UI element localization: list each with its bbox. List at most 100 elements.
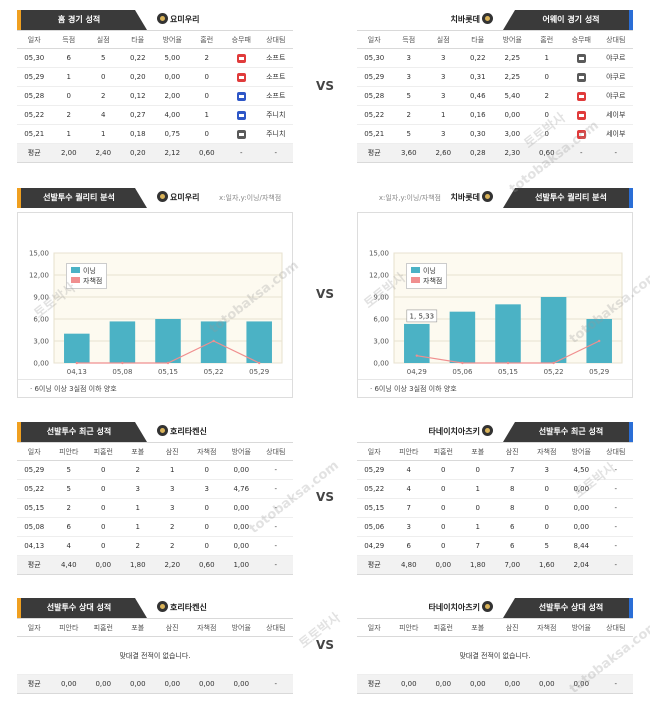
average-cell: 평균 — [357, 143, 392, 163]
away-team-name[interactable]: 치바롯데 — [451, 10, 495, 30]
average-cell: 0,00 — [120, 674, 155, 694]
away-pitcher-vs-name[interactable]: 타네이치아츠키 — [428, 598, 495, 618]
table-cell: 2 — [155, 517, 190, 537]
table-cell: 2 — [51, 105, 86, 125]
table-cell: 0 — [189, 517, 224, 537]
home-quality-title: 선발투수 퀄리티 분석 — [17, 188, 147, 208]
average-cell: 0,00 — [86, 555, 121, 575]
table-cell: 소프트 — [258, 67, 293, 87]
table-row: 05,29 4 0 0 7 3 4,50- — [357, 460, 633, 480]
table-row: 05,22 4 0 1 8 0 0,00- — [357, 479, 633, 499]
average-cell: 0,00 — [51, 674, 86, 694]
home-record-table: 일자 득점 실점 타율 방어율 홈런 승무패 상대팀 05,30 6 5 0,22 5,00 2 소프트 05… — [17, 30, 293, 163]
bar-innings — [449, 311, 476, 363]
average-cell: - — [258, 555, 293, 575]
table-row: 05,22 2 4 0,27 4,00 1 주니치 — [17, 105, 293, 125]
column-header: 포볼 — [120, 442, 155, 461]
away-quality-team[interactable]: 치바롯데 — [451, 188, 495, 208]
legend-innings: 이닝 — [71, 266, 102, 276]
table-cell: 6 — [391, 536, 426, 556]
team-logo-icon — [482, 425, 493, 436]
column-header: 방어율 — [224, 442, 259, 461]
average-cell: - — [224, 143, 259, 163]
table-cell: 3 — [189, 479, 224, 499]
y-tick-label: 3,00 — [373, 338, 389, 346]
table-cell: 1 — [120, 498, 155, 518]
table-cell: 소프트 — [258, 48, 293, 68]
chart-legend: 이닝 자책점 — [406, 263, 448, 289]
home-record-panel: 홈 경기 성적 요미우리 일자 득점 실점 타율 방어율 홈런 승무패 상대팀 05,30 6 5 0… — [17, 10, 293, 163]
column-header: 방어율 — [564, 442, 599, 461]
column-header: 피홈런 — [86, 618, 121, 637]
column-header: 피안타 — [391, 618, 426, 637]
average-cell: 1,60 — [529, 555, 564, 575]
table-cell: 1 — [155, 460, 190, 480]
table-cell: 4,00 — [155, 105, 190, 125]
table-row: 05,22 5 0 3 3 3 4,76- — [17, 479, 293, 499]
away-pitcher-vs-panel: 타네이치아츠키 선발투수 상대 성적 일자 피안타 피홈런 포볼 삼진 자책점 방어율 상대팀… — [357, 598, 633, 694]
average-cell: 0,00 — [426, 555, 461, 575]
home-quality-chart: 0,00 3,00 6,00 9,00 12,00 15,00 04,13 05,08 05,1… — [17, 212, 293, 398]
table-cell: 5 — [86, 48, 121, 68]
table-cell: 3 — [391, 48, 426, 68]
table-cell: 1 — [189, 105, 224, 125]
column-header: 삼진 — [155, 618, 190, 637]
column-header: 방어율 — [495, 30, 530, 49]
axis-note: x:일자,y:이닝/자책점 — [219, 194, 282, 202]
result-cell — [564, 124, 599, 144]
result-blue-icon — [236, 110, 246, 120]
home-pitcher-vs-name[interactable]: 호리타켄신 — [155, 598, 207, 618]
tooltip-text: 1, 5,33 — [410, 312, 435, 320]
point-earned-runs — [415, 354, 418, 357]
average-cell: 0,00 — [460, 674, 495, 694]
average-cell: 평균 — [17, 674, 52, 694]
column-header: 방어율 — [564, 618, 599, 637]
point-earned-runs — [258, 361, 261, 365]
table-cell: 0 — [426, 460, 461, 480]
average-cell: - — [598, 143, 633, 163]
average-cell: 2,04 — [564, 555, 599, 575]
table-cell: 3 — [120, 479, 155, 499]
table-cell: 2,00 — [155, 86, 190, 106]
table-cell: 0,22 — [460, 48, 495, 68]
table-row: 05,22 2 1 0,16 0,00 0 세이부 — [357, 105, 633, 125]
column-header: 상대팀 — [598, 30, 633, 49]
x-tick-label: 05,06 — [452, 368, 473, 376]
table-cell: 0,12 — [120, 86, 155, 106]
x-tick-label: 05,29 — [249, 368, 269, 376]
home-pitcher-name[interactable]: 호리타켄신 — [155, 422, 207, 442]
table-cell: 6 — [51, 517, 86, 537]
table-cell: 0,00 — [224, 498, 259, 518]
home-pitcher-recent-title: 선발투수 최근 성적 — [17, 422, 147, 442]
result-cell — [224, 86, 259, 106]
column-header: 타율 — [460, 30, 495, 49]
away-pitcher-name[interactable]: 타네이치아츠키 — [428, 422, 495, 442]
table-cell: - — [258, 460, 293, 480]
team-logo-icon — [157, 13, 168, 24]
table-cell: 1 — [460, 479, 495, 499]
home-team-name[interactable]: 요미우리 — [155, 10, 199, 30]
table-cell: 05,29 — [17, 67, 52, 87]
table-cell: 2 — [529, 86, 564, 106]
table-cell: 0 — [426, 517, 461, 537]
table-cell: 0,00 — [564, 479, 599, 499]
home-quality-team[interactable]: 요미우리 — [155, 188, 199, 208]
column-header: 일자 — [357, 442, 392, 461]
average-cell: 0,00 — [426, 674, 461, 694]
column-header: 타율 — [120, 30, 155, 49]
home-pitcher-vs-label: 호리타켄신 — [170, 603, 207, 612]
y-tick-label: 9,00 — [33, 294, 49, 302]
result-red-icon — [236, 72, 246, 82]
average-cell: 4,80 — [391, 555, 426, 575]
table-cell: 6 — [51, 48, 86, 68]
table-row: 05,30 3 3 0,22 2,25 1 야쿠르 — [357, 48, 633, 68]
point-earned-runs — [506, 361, 510, 365]
point-earned-runs — [212, 339, 215, 343]
table-cell: 0 — [426, 498, 461, 518]
table-row: 05,15 2 0 1 3 0 0,00- — [17, 498, 293, 518]
table-row: 05,21 5 3 0,30 3,00 0 세이부 — [357, 124, 633, 144]
column-header: 상대팀 — [598, 618, 633, 637]
table-cell: 0 — [86, 460, 121, 480]
column-header: 포볼 — [120, 618, 155, 637]
table-cell: 2 — [189, 48, 224, 68]
